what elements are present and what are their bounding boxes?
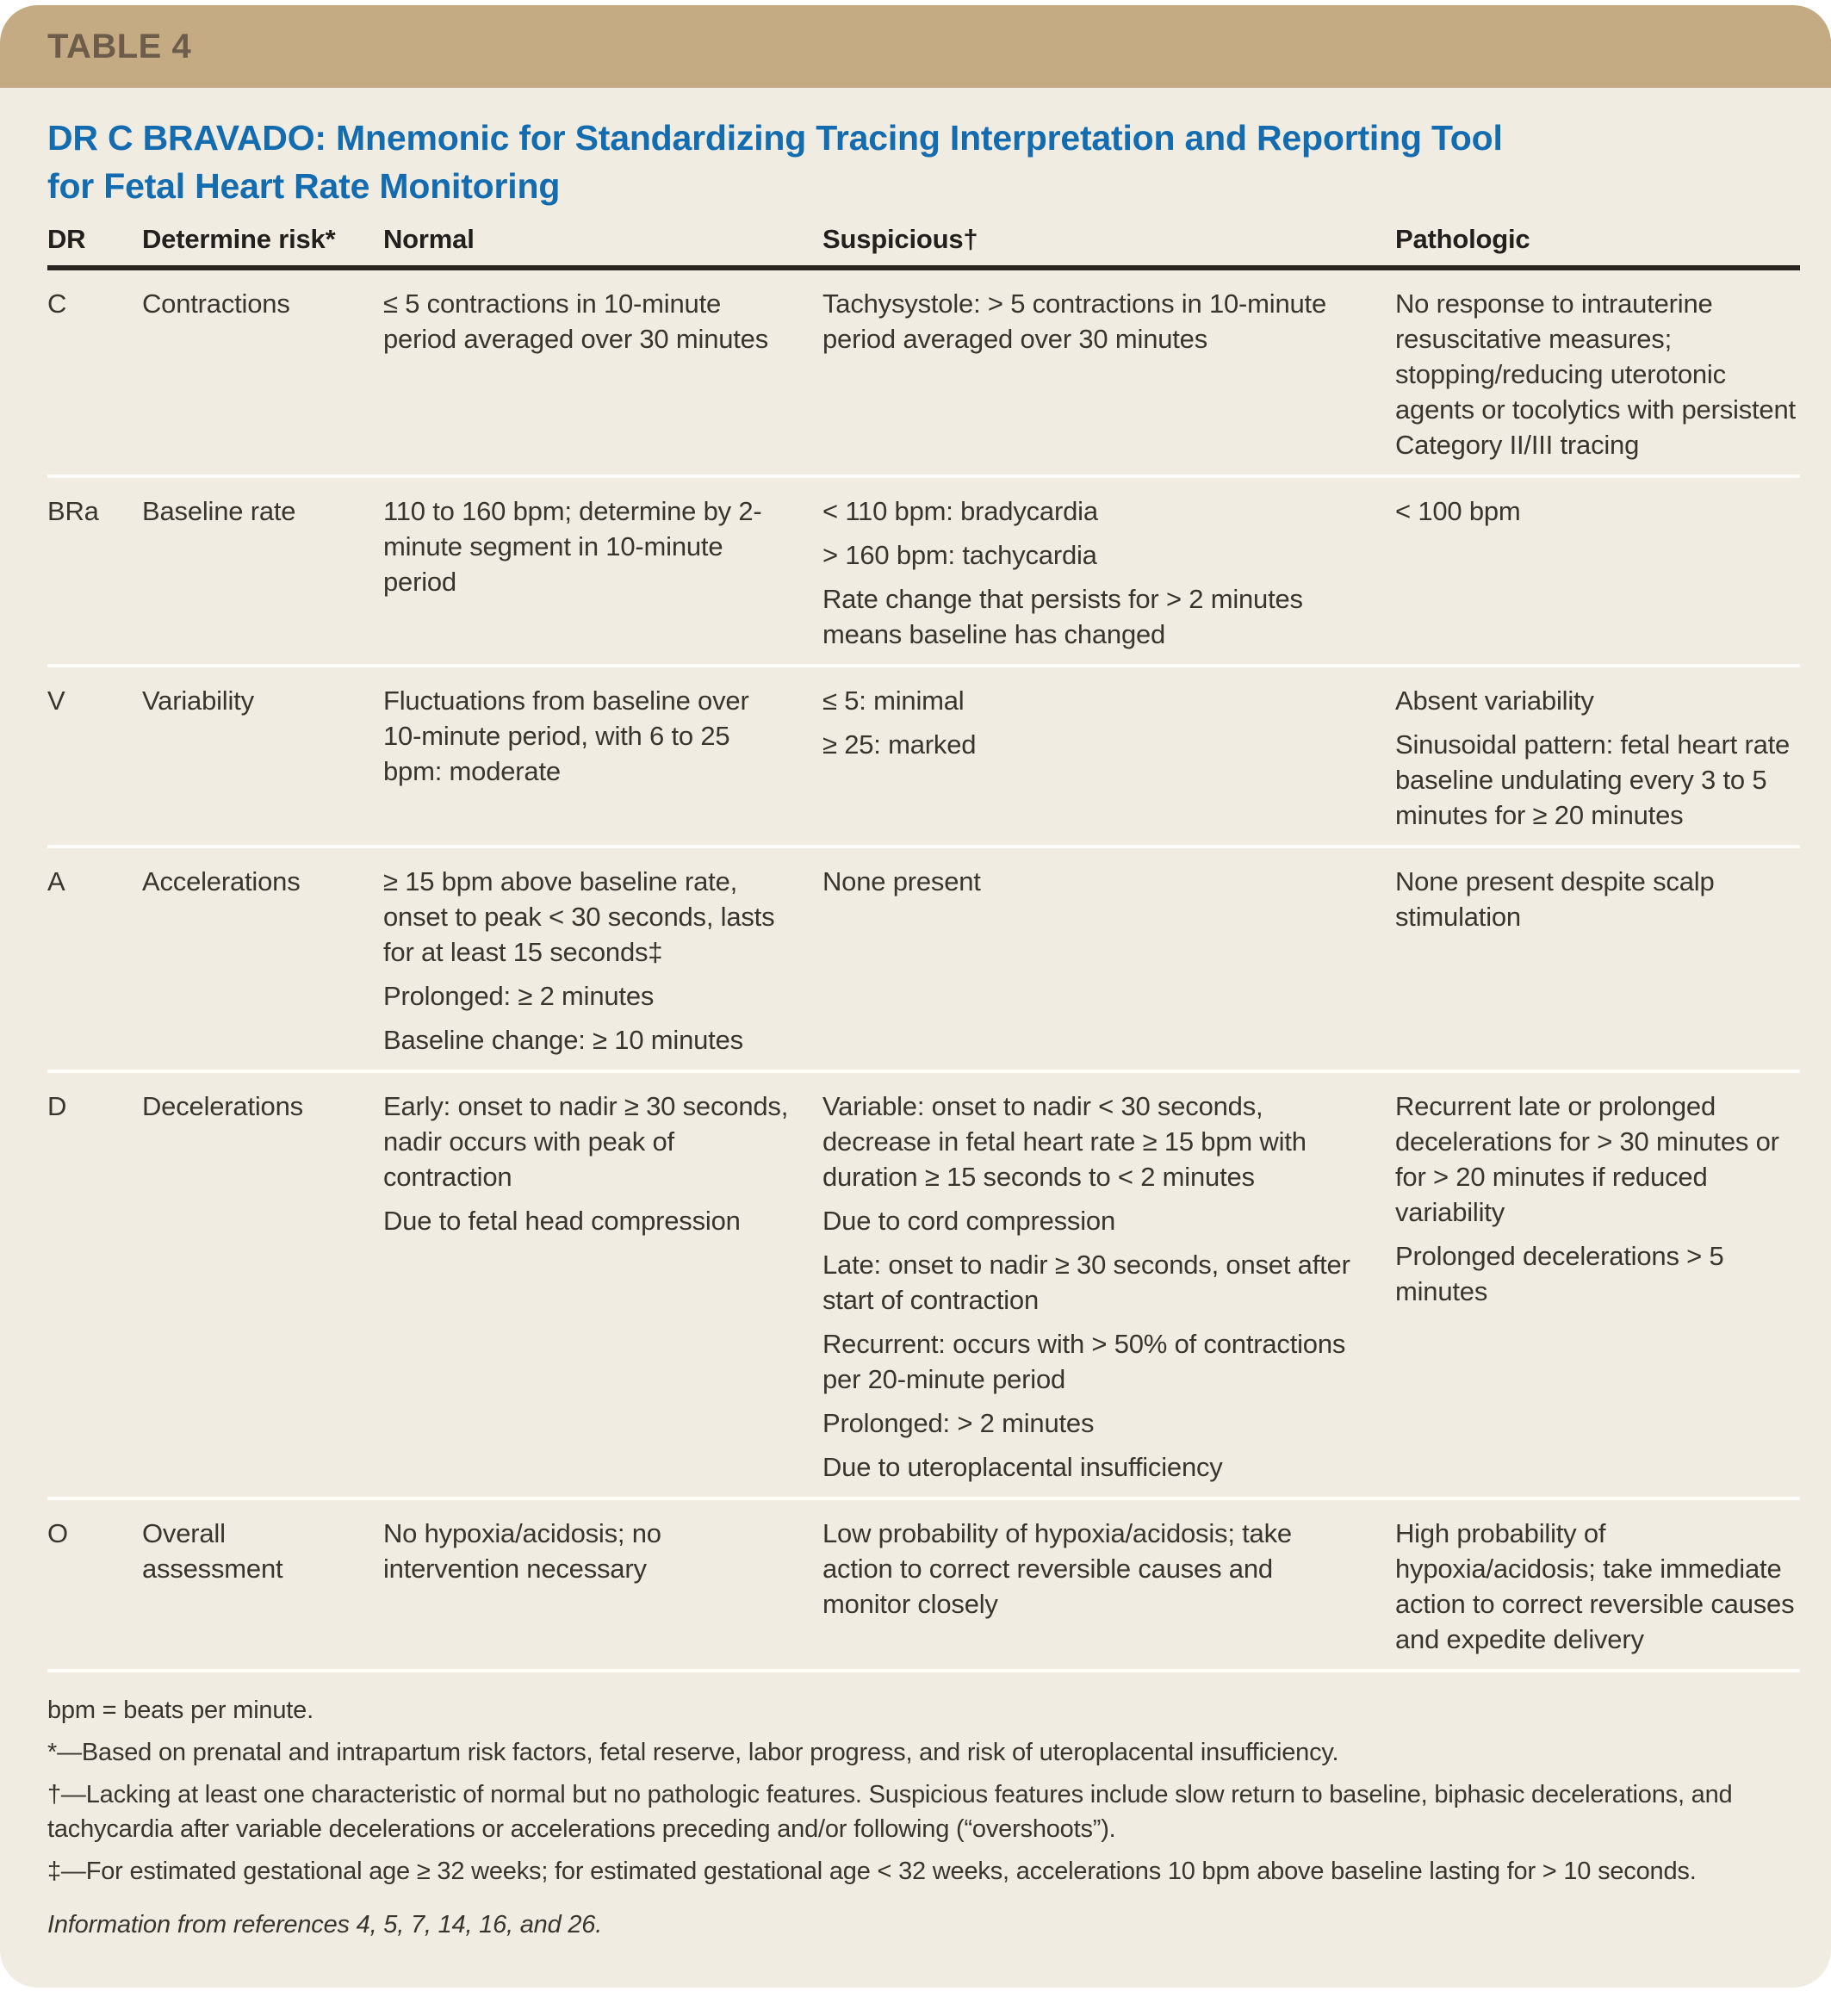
row-normal-cell: 110 to 160 bpm; determine by 2-minute se… bbox=[383, 493, 822, 652]
cell-paragraph: Tachysystole: > 5 contractions in 10-min… bbox=[822, 288, 1327, 354]
cell-paragraph: Prolonged: > 2 minutes bbox=[822, 1408, 1095, 1438]
table-row: A Accelerations ≥ 15 bpm above baseline … bbox=[47, 848, 1800, 1073]
table-row: C Contractions ≤ 5 contractions in 10-mi… bbox=[47, 270, 1800, 478]
table-row: BRa Baseline rate 110 to 160 bpm; determ… bbox=[47, 478, 1800, 667]
table-header-bar: TABLE 4 bbox=[0, 5, 1831, 88]
table-title-line1: DR C BRAVADO: Mnemonic for Standardizing… bbox=[47, 118, 1503, 158]
cell-paragraph: Absent variability bbox=[1395, 685, 1594, 716]
row-risk-label: Overall assessment bbox=[142, 1518, 283, 1584]
cell-paragraph: ≤ 5 contractions in 10-minute period ave… bbox=[383, 288, 769, 354]
cell-paragraph: No hypoxia/acidosis; no intervention nec… bbox=[383, 1518, 661, 1584]
row-abbreviation: C bbox=[47, 288, 67, 319]
row-risk-label: Decelerations bbox=[142, 1091, 303, 1121]
cell-paragraph: Prolonged decelerations > 5 minutes bbox=[1395, 1241, 1724, 1306]
cell-paragraph: < 100 bpm bbox=[1395, 496, 1521, 526]
row-normal-cell: Early: onset to nadir ≥ 30 seconds, nadi… bbox=[383, 1089, 822, 1485]
row-suspicious-cell: Low probability of hypoxia/acidosis; tak… bbox=[822, 1516, 1395, 1657]
column-header-pathologic: Pathologic bbox=[1395, 224, 1530, 254]
cell-paragraph: 110 to 160 bpm; determine by 2-minute se… bbox=[383, 496, 762, 597]
row-abbreviation: D bbox=[47, 1091, 67, 1121]
row-normal-cell: Fluctuations from baseline over 10-minut… bbox=[383, 683, 822, 833]
row-suspicious-cell: < 110 bpm: bradycardia > 160 bpm: tachyca… bbox=[822, 493, 1395, 652]
cell-paragraph: Low probability of hypoxia/acidosis; tak… bbox=[822, 1518, 1292, 1619]
footnote-asterisk: *—Based on prenatal and intrapartum risk… bbox=[47, 1739, 1339, 1766]
row-pathologic-cell: None present despite scalp stimulation bbox=[1395, 864, 1800, 1058]
cell-paragraph: ≤ 5: minimal bbox=[822, 685, 965, 716]
row-abbreviation: O bbox=[47, 1518, 68, 1548]
cell-paragraph: No response to intrauterine resuscitativ… bbox=[1395, 288, 1796, 460]
cell-paragraph: Variable: onset to nadir < 30 seconds, d… bbox=[822, 1091, 1307, 1192]
cell-paragraph: High probability of hypoxia/acidosis; ta… bbox=[1395, 1518, 1795, 1654]
column-header-determine-risk: Determine risk* bbox=[142, 224, 336, 254]
cell-paragraph: Early: onset to nadir ≥ 30 seconds, nadi… bbox=[383, 1091, 789, 1192]
row-abbreviation: BRa bbox=[47, 496, 99, 526]
row-pathologic-cell: No response to intrauterine resuscitativ… bbox=[1395, 286, 1800, 462]
row-normal-cell: ≤ 5 contractions in 10-minute period ave… bbox=[383, 286, 822, 462]
row-pathologic-cell: < 100 bpm bbox=[1395, 493, 1800, 652]
column-header-suspicious: Suspicious† bbox=[822, 224, 978, 254]
row-normal-cell: No hypoxia/acidosis; no intervention nec… bbox=[383, 1516, 822, 1657]
cell-paragraph: Sinusoidal pattern: fetal heart rate bas… bbox=[1395, 729, 1791, 830]
footnote-double-dagger: ‡—For estimated gestational age ≥ 32 wee… bbox=[47, 1858, 1697, 1885]
footnotes-section: bpm = beats per minute. *—Based on prena… bbox=[0, 1672, 1831, 1942]
table-row: O Overall assessment No hypoxia/acidosis… bbox=[47, 1500, 1800, 1672]
cell-paragraph: Recurrent late or prolonged deceleration… bbox=[1395, 1091, 1779, 1227]
cell-paragraph: Due to cord compression bbox=[822, 1206, 1116, 1236]
table-title: DR C BRAVADO: Mnemonic for Standardizing… bbox=[0, 114, 1831, 210]
row-suspicious-cell: None present bbox=[822, 864, 1395, 1058]
cell-paragraph: Rate change that persists for > 2 minute… bbox=[822, 584, 1303, 649]
row-risk-label: Variability bbox=[142, 685, 254, 716]
cell-paragraph: Fluctuations from baseline over 10-minut… bbox=[383, 685, 749, 786]
cell-paragraph: Baseline change: ≥ 10 minutes bbox=[383, 1025, 743, 1055]
cell-paragraph: ≥ 25: marked bbox=[822, 729, 977, 760]
footnote-dagger: †—Lacking at least one characteristic of… bbox=[47, 1781, 1733, 1843]
row-abbreviation: V bbox=[47, 685, 65, 716]
row-suspicious-cell: ≤ 5: minimal ≥ 25: marked bbox=[822, 683, 1395, 833]
column-header-normal: Normal bbox=[383, 224, 475, 254]
cell-paragraph: Recurrent: occurs with > 50% of contract… bbox=[822, 1329, 1346, 1394]
column-header-dr: DR bbox=[47, 224, 86, 254]
row-pathologic-cell: High probability of hypoxia/acidosis; ta… bbox=[1395, 1516, 1800, 1657]
row-normal-cell: ≥ 15 bpm above baseline rate, onset to p… bbox=[383, 864, 822, 1058]
cell-paragraph: ≥ 15 bpm above baseline rate, onset to p… bbox=[383, 866, 775, 967]
cell-paragraph: None present bbox=[822, 866, 981, 896]
table-label: TABLE 4 bbox=[47, 27, 192, 65]
cell-paragraph: None present despite scalp stimulation bbox=[1395, 866, 1715, 932]
cell-paragraph: Late: onset to nadir ≥ 30 seconds, onset… bbox=[822, 1250, 1350, 1315]
table-row: V Variability Fluctuations from baseline… bbox=[47, 667, 1800, 848]
row-risk-label: Contractions bbox=[142, 288, 290, 319]
row-risk-label: Accelerations bbox=[142, 866, 301, 896]
table-title-line2: for Fetal Heart Rate Monitoring bbox=[47, 166, 561, 206]
table-content-area: DR C BRAVADO: Mnemonic for Standardizing… bbox=[0, 88, 1831, 1988]
row-abbreviation: A bbox=[47, 866, 65, 896]
column-header-row: DR Determine risk* Normal Suspicious† Pa… bbox=[47, 224, 1800, 255]
footnote-abbreviation: bpm = beats per minute. bbox=[47, 1697, 313, 1724]
row-suspicious-cell: Variable: onset to nadir < 30 seconds, d… bbox=[822, 1089, 1395, 1485]
cell-paragraph: Prolonged: ≥ 2 minutes bbox=[383, 981, 655, 1011]
footnote-source: Information from references 4, 5, 7, 14,… bbox=[47, 1911, 603, 1938]
table-rows: C Contractions ≤ 5 contractions in 10-mi… bbox=[47, 270, 1800, 1672]
table-row: D Decelerations Early: onset to nadir ≥ … bbox=[47, 1073, 1800, 1500]
cell-paragraph: Due to uteroplacental insufficiency bbox=[822, 1452, 1223, 1482]
cell-paragraph: > 160 bpm: tachycardia bbox=[822, 540, 1097, 570]
row-pathologic-cell: Recurrent late or prolonged deceleration… bbox=[1395, 1089, 1800, 1485]
row-suspicious-cell: Tachysystole: > 5 contractions in 10-min… bbox=[822, 286, 1395, 462]
row-risk-label: Baseline rate bbox=[142, 496, 296, 526]
cell-paragraph: Due to fetal head compression bbox=[383, 1206, 741, 1236]
table-4-card: TABLE 4 DR C BRAVADO: Mnemonic for Stand… bbox=[0, 5, 1831, 1988]
cell-paragraph: < 110 bpm: bradycardia bbox=[822, 496, 1098, 526]
header-rule bbox=[47, 265, 1800, 270]
row-pathologic-cell: Absent variability Sinusoidal pattern: fe… bbox=[1395, 683, 1800, 833]
